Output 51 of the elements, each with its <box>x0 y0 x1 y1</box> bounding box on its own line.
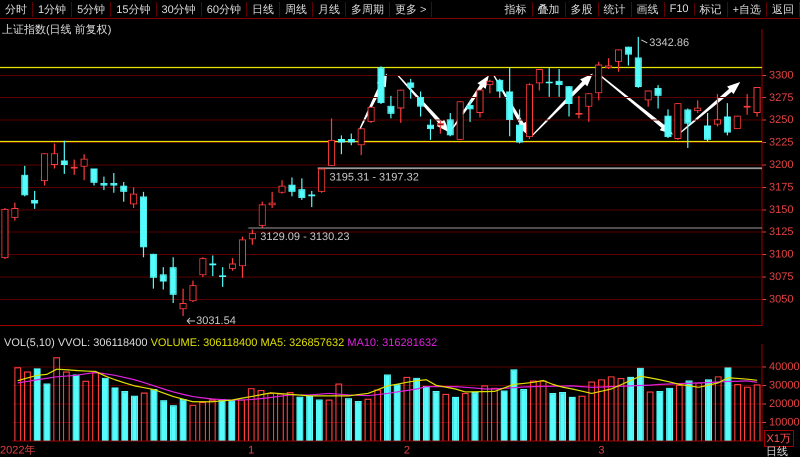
text: 30分钟 <box>156 2 202 16</box>
text: 15分钟 <box>111 2 156 16</box>
text: 周线 <box>280 2 313 16</box>
annotation: 3342.86 <box>649 36 690 49</box>
text: 返回 <box>767 2 800 16</box>
band-label: 3195.31 - 3197.32 <box>330 172 419 184</box>
text: 画线 <box>632 2 665 16</box>
text: 标记 <box>694 2 728 16</box>
x-tick-label: 2 <box>404 444 410 456</box>
y-tick-label: 3150 <box>769 204 794 216</box>
text: MA5: 326857632 <box>260 337 346 349</box>
y-tick-label: 3200 <box>769 158 794 171</box>
text: MA10: 316281632 <box>347 337 438 349</box>
annotation: VOLUME: 306118400 <box>150 337 258 349</box>
y-tick-label: 3175 <box>769 181 794 194</box>
y-tick-label: 3300 <box>769 69 794 82</box>
text: 月线 <box>313 2 346 16</box>
y-tick-label: 40000 <box>769 360 800 373</box>
text: 日线 <box>766 445 788 457</box>
y-tick-label: 3275 <box>769 92 794 104</box>
band-label: 3129.09 - 3130.23 <box>260 231 350 244</box>
text: F10 <box>664 3 695 15</box>
y-tick-label: 3125 <box>769 226 794 238</box>
y-tick-label: 3100 <box>769 248 794 261</box>
text: X1万 <box>764 430 794 447</box>
text: 多股 <box>566 2 599 16</box>
annotation: VVOL: 306118400 <box>58 337 149 349</box>
text: 分时 <box>0 2 33 16</box>
y-tick-label: 30000 <box>769 379 800 392</box>
text: 叠加 <box>532 2 566 16</box>
text: 更多 > <box>390 2 432 16</box>
y-tick-label: 3075 <box>769 271 794 284</box>
text: 统计 <box>598 2 632 16</box>
chart-title: VOL(5,10) <box>4 337 56 349</box>
text: 1分钟 <box>33 2 72 16</box>
x-tick-label: 3 <box>598 444 605 456</box>
text: 多周期 <box>346 2 390 16</box>
y-tick-label: 3250 <box>769 114 794 126</box>
chart-title: 上证指数(日线 前复权) <box>2 23 112 37</box>
text: 指标 <box>500 2 533 16</box>
text: 日线 <box>247 2 280 16</box>
text: +自选 <box>728 2 767 16</box>
y-tick-label: 3050 <box>769 293 794 306</box>
y-tick-label: 10000 <box>769 416 800 428</box>
text: 5分钟 <box>72 2 112 16</box>
x-tick-label: 2022年 <box>0 444 36 456</box>
text: 60分钟 <box>202 2 247 16</box>
y-tick-label: 20000 <box>769 398 800 410</box>
x-tick-label: 1 <box>248 444 254 456</box>
annotation: 3031.54 <box>196 314 236 327</box>
y-tick-label: 3225 <box>769 136 794 149</box>
